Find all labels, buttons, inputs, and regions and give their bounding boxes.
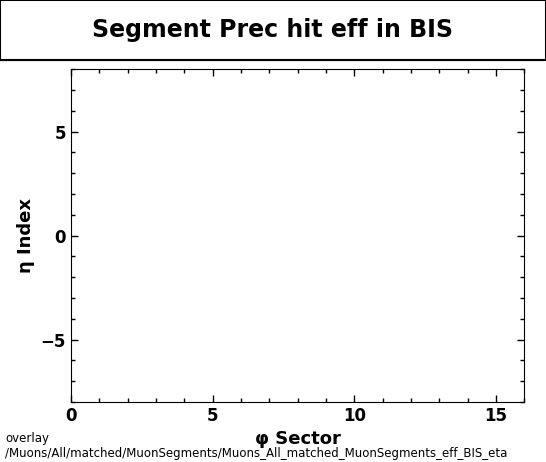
Text: Segment Prec hit eff in BIS: Segment Prec hit eff in BIS bbox=[92, 18, 454, 42]
Y-axis label: η Index: η Index bbox=[17, 198, 35, 273]
X-axis label: φ Sector: φ Sector bbox=[254, 431, 341, 448]
Text: overlay
/Muons/All/matched/MuonSegments/Muons_All_matched_MuonSegments_eff_BIS_e: overlay /Muons/All/matched/MuonSegments/… bbox=[5, 432, 508, 460]
